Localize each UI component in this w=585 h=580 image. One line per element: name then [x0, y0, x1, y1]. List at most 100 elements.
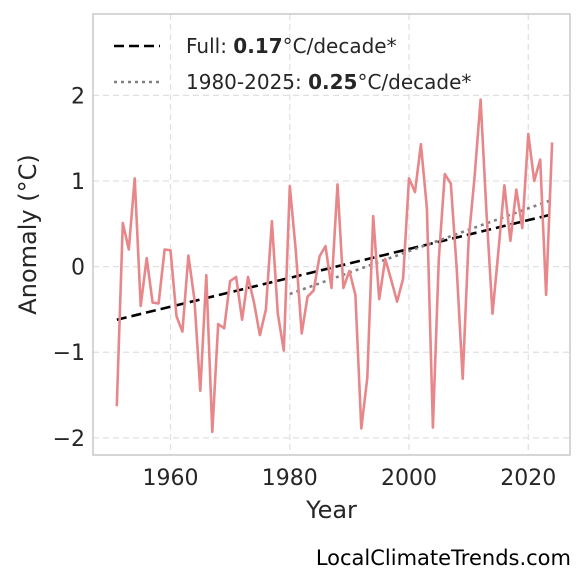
data-point: [474, 176, 476, 178]
data-point: [295, 249, 297, 251]
legend-full-suffix: °C/decade*: [283, 34, 397, 58]
y-tick-label: −1: [53, 341, 85, 366]
data-point: [158, 303, 160, 305]
data-point: [372, 215, 374, 217]
legend: Full: 0.17°C/decade* 1980-2025: 0.25°C/d…: [114, 34, 471, 94]
data-point: [396, 301, 398, 303]
data-point: [223, 327, 225, 329]
grid: [93, 14, 570, 455]
data-point: [289, 185, 291, 187]
data-point: [498, 250, 500, 252]
data-point: [438, 258, 440, 260]
data-point: [402, 278, 404, 280]
data-point: [128, 249, 130, 251]
data-point: [301, 333, 303, 335]
data-point: [116, 405, 118, 407]
plot-frame: [92, 13, 571, 456]
data-point: [283, 350, 285, 352]
data-point: [325, 245, 327, 247]
data-point: [510, 240, 512, 242]
data-point: [253, 302, 255, 304]
y-tick-labels: 2 1 0 −1 −2: [53, 84, 85, 452]
data-point: [194, 298, 196, 300]
data-point: [217, 323, 219, 325]
data-point: [170, 250, 172, 252]
data-point: [122, 222, 124, 224]
data-point: [492, 313, 494, 315]
data-point: [152, 302, 154, 304]
data-point: [408, 178, 410, 180]
data-point: [211, 431, 213, 433]
data-point: [229, 280, 231, 282]
legend-full-prefix: Full:: [186, 34, 233, 58]
legend-label-full: Full: 0.17°C/decade*: [186, 34, 397, 58]
data-point: [516, 189, 518, 191]
x-tick-label: 1960: [143, 466, 199, 491]
data-point: [200, 390, 202, 392]
data-point: [426, 208, 428, 210]
data-point: [271, 220, 273, 222]
data-point: [188, 255, 190, 257]
y-tick-label: −2: [53, 427, 85, 452]
data-point: [205, 274, 207, 276]
data-point: [504, 184, 506, 186]
data-point: [182, 331, 184, 333]
data-point: [307, 296, 309, 298]
data-point: [522, 227, 524, 229]
data-point: [331, 287, 333, 289]
legend-full-rate: 0.17: [233, 34, 282, 58]
y-tick-label: 1: [71, 170, 85, 195]
legend-recent-rate: 0.25: [308, 70, 357, 94]
y-axis-label: Anomaly (°C): [14, 154, 42, 314]
data-point: [349, 270, 351, 272]
data-point: [241, 319, 243, 321]
y-tick-label: 2: [71, 84, 85, 109]
y-tick-label: 0: [71, 256, 85, 281]
data-point: [545, 294, 547, 296]
x-tick-label: 1980: [262, 466, 318, 491]
data-point: [432, 427, 434, 429]
data-point: [265, 309, 267, 311]
data-point: [176, 315, 178, 317]
data-point: [277, 313, 279, 315]
data-point: [343, 287, 345, 289]
data-point: [533, 180, 535, 182]
x-tick-label: 2020: [500, 466, 556, 491]
data-point: [355, 294, 357, 296]
data-point: [390, 279, 392, 281]
data-point: [378, 298, 380, 300]
data-point: [420, 143, 422, 145]
data-point: [235, 276, 237, 278]
x-axis-label: Year: [305, 496, 357, 524]
data-point: [319, 256, 321, 258]
legend-recent-suffix: °C/decade*: [357, 70, 471, 94]
data-point: [551, 142, 553, 144]
data-point: [134, 178, 136, 180]
anomaly-line: [115, 98, 554, 434]
data-point: [247, 276, 249, 278]
data-point: [164, 249, 166, 251]
data-point: [337, 184, 339, 186]
data-point: [313, 290, 315, 292]
x-tick-label: 2000: [381, 466, 437, 491]
data-point: [456, 268, 458, 270]
data-point: [462, 378, 464, 380]
data-point: [480, 99, 482, 101]
data-point: [486, 212, 488, 214]
data-point: [140, 305, 142, 307]
legend-label-recent: 1980-2025: 0.25°C/decade*: [186, 70, 471, 94]
data-point: [450, 183, 452, 185]
source-watermark: LocalClimateTrends.com: [315, 546, 571, 570]
data-point: [384, 258, 386, 260]
data-point: [444, 173, 446, 175]
data-point: [366, 377, 368, 379]
data-point: [468, 239, 470, 241]
anomaly-series: [115, 98, 554, 434]
legend-recent-prefix: 1980-2025:: [186, 70, 308, 94]
data-point: [527, 133, 529, 135]
data-point: [146, 257, 148, 259]
data-point: [361, 428, 363, 430]
data-point: [539, 159, 541, 161]
x-tick-labels: 1960 1980 2000 2020: [143, 466, 557, 491]
